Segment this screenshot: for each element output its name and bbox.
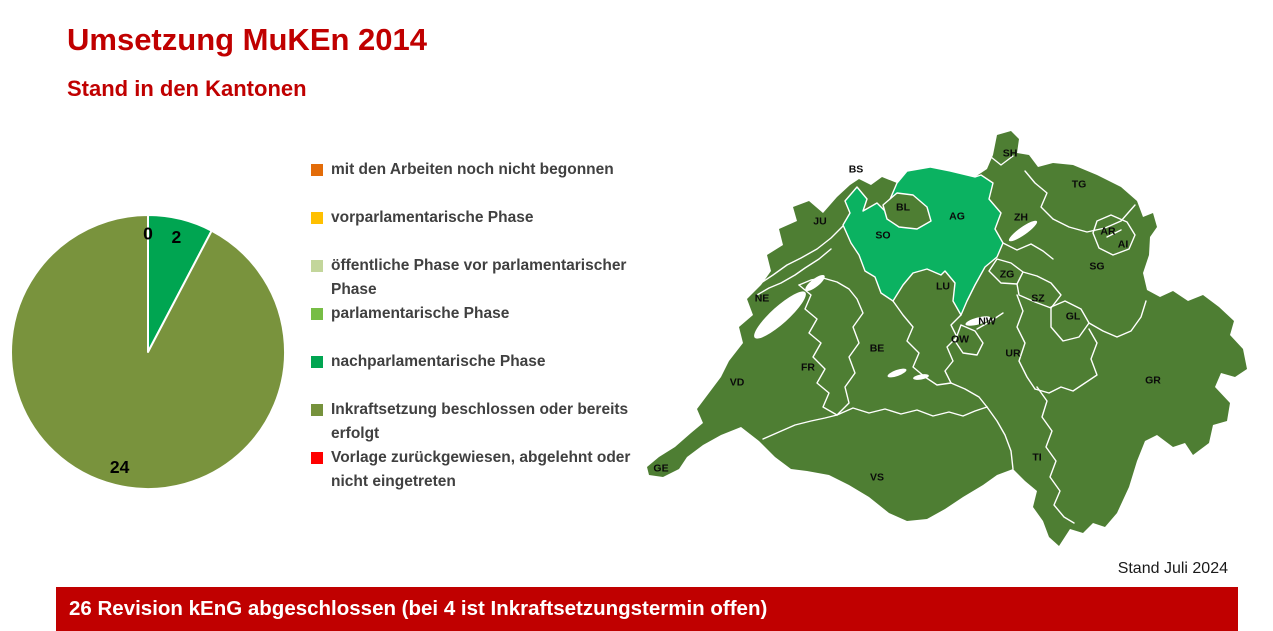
legend-swatch-icon [311,260,323,272]
legend-item-2: öffentliche Phase vor parlamentarischer … [311,254,641,302]
lake-brienz [913,374,929,380]
switzerland-outline [647,131,1247,546]
legend-swatch-icon [311,212,323,224]
legend-label: Vorlage zurückgewiesen, abgelehnt oder n… [331,449,631,490]
switzerland-map: SH BS TG BL JU ZH AG SO AR AI SG ZG LU NE SZ GL NW OW BE UR… [645,125,1265,555]
pie-chart-svg: 0 2 24 [10,214,286,490]
page-title: Umsetzung MuKEn 2014 [67,22,428,57]
lake-lucerne [965,316,991,326]
canton-label-vd: VD [730,377,745,389]
canton-label-ai: AI [1118,239,1129,251]
legend-swatch-icon [311,404,323,416]
canton-label-bl: BL [896,202,911,214]
canton-label-vs: VS [870,472,884,484]
legend-item-4: nachparlamentarische Phase [311,350,641,374]
canton-borders [756,155,1147,524]
pie-value-label-5: 24 [110,457,130,477]
status-legend: mit den Arbeiten noch nicht begonnen vorp… [311,158,641,518]
canton-label-nw: NW [978,316,996,328]
legend-label: Inkraftsetzung beschlossen oder bereits … [331,401,629,442]
canton-label-sh: SH [1003,148,1018,160]
canton-label-sg: SG [1089,261,1104,273]
footer-banner-text: 26 Revision kEnG abgeschlossen (bei 4 is… [69,597,768,620]
pie-value-label-4: 2 [172,227,182,247]
legend-swatch-icon [311,452,323,464]
legend-label: mit den Arbeiten noch nicht begonnen [331,161,614,178]
canton-label-ge: GE [653,463,668,475]
canton-label-ju: JU [813,216,826,228]
lake-zurich [1008,220,1038,242]
legend-label: parlamentarische Phase [331,305,510,322]
legend-label: öffentliche Phase vor parlamentarischer … [331,257,627,298]
canton-label-be: BE [870,343,885,355]
legend-swatch-icon [311,356,323,368]
canton-label-ar: AR [1100,226,1116,238]
canton-label-ow: OW [951,334,969,346]
legend-label: vorparlamentarische Phase [331,209,534,226]
pie-slice-5 [10,214,286,490]
canton-label-zg: ZG [1000,269,1015,281]
lake-thun [887,368,907,378]
canton-label-zh: ZH [1014,212,1028,224]
footer-banner: 26 Revision kEnG abgeschlossen (bei 4 is… [56,587,1238,631]
legend-label: nachparlamentarische Phase [331,353,546,370]
legend-swatch-icon [311,164,323,176]
pie-value-label-0: 0 [143,224,153,244]
canton-label-ne: NE [755,293,770,305]
pie-value-labels: 0 2 24 [110,224,182,478]
lake-neuchatel [754,291,806,339]
canton-label-lu: LU [936,281,950,293]
canton-label-ur: UR [1005,348,1021,360]
legend-item-6: Vorlage zurückgewiesen, abgelehnt oder n… [311,446,641,494]
map-status-note: Stand Juli 2024 [1117,560,1228,577]
legend-item-3: parlamentarische Phase [311,302,641,326]
canton-label-so: SO [875,230,890,242]
page-subtitle: Stand in den Kantonen [67,76,307,101]
canton-label-ag: AG [949,211,965,223]
canton-bl-shape [882,192,932,230]
canton-label-gr: GR [1145,375,1161,387]
pie-chart: 0 2 24 [6,210,290,494]
canton-label-tg: TG [1072,179,1087,191]
canton-label-ti: TI [1032,452,1041,464]
canton-label-bs: BS [849,164,864,176]
pie-slices [10,214,286,490]
canton-label-fr: FR [801,362,815,374]
canton-label-gl: GL [1066,311,1081,323]
legend-item-0: mit den Arbeiten noch nicht begonnen [311,158,641,182]
canton-label-sz: SZ [1031,293,1045,305]
legend-item-1: vorparlamentarische Phase [311,206,641,230]
canton-group-highlight-so-ag [842,166,1004,316]
legend-swatch-icon [311,308,323,320]
legend-item-5: Inkraftsetzung beschlossen oder bereits … [311,398,641,446]
